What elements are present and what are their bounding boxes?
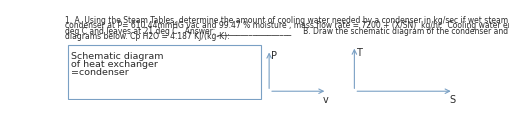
Text: S: S xyxy=(448,94,454,104)
Text: =condenser: =condenser xyxy=(71,67,129,76)
Text: of heat exchanger: of heat exchanger xyxy=(71,59,158,68)
Bar xyxy=(68,46,261,99)
Text: deg C and leaves at 21 deg C.  Answer: ___________________     B. Draw the schem: deg C and leaves at 21 deg C. Answer: __… xyxy=(65,27,509,35)
Text: P: P xyxy=(270,51,276,61)
Text: diagrams below. Cp H2O = 4.187 KJ/(kg-K):: diagrams below. Cp H2O = 4.187 KJ/(kg-K)… xyxy=(65,32,230,41)
Text: condenser at P= 610.44mmHG vac and 99.47 % moisture , mass flow rate = 7200 + (X: condenser at P= 610.44mmHG vac and 99.47… xyxy=(65,21,509,30)
Text: v: v xyxy=(322,94,328,104)
Text: T: T xyxy=(355,47,361,57)
Text: Schematic diagram: Schematic diagram xyxy=(71,52,164,61)
Text: 1. A. Using the Steam Tables, determine the amount of cooling water needed by a : 1. A. Using the Steam Tables, determine … xyxy=(65,16,509,25)
